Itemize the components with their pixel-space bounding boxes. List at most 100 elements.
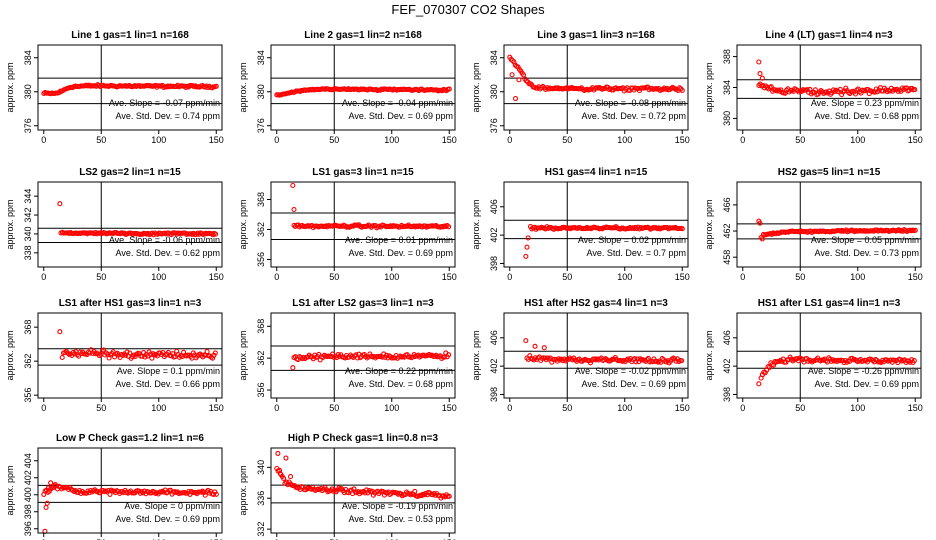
chart-panel-11: HS1 after HS2 gas=4 lin=1 n=3 approx. ppm…	[471, 298, 690, 413]
plot-frame	[270, 181, 456, 268]
data-point	[524, 244, 530, 250]
data-point	[446, 86, 452, 92]
data-point	[65, 350, 71, 356]
y-tick-label: 362	[256, 222, 266, 237]
y-axis-label: approx. ppm	[5, 62, 15, 112]
slope-annotation: Ave. Slope = 0.05 ppm/min	[811, 235, 919, 245]
data-point	[287, 474, 294, 480]
y-tick-label: 402	[489, 228, 499, 243]
y-tick-label: 398	[489, 387, 499, 402]
data-point	[412, 488, 418, 494]
x-tick-label: 100	[151, 403, 166, 413]
data-point	[756, 381, 762, 387]
data-point	[523, 338, 529, 344]
data-point	[757, 220, 763, 226]
data-point	[912, 227, 918, 233]
data-point	[213, 491, 219, 497]
y-tick-label: 406	[722, 330, 732, 345]
x-tick-label: 0	[740, 272, 745, 282]
x-tick-label: 0	[740, 135, 745, 145]
data-point	[213, 231, 219, 237]
x-tick-label: 0	[507, 135, 512, 145]
data-points	[41, 82, 219, 97]
data-point	[281, 475, 287, 481]
x-tick-label: 100	[850, 135, 865, 145]
std-dev-annotation: Ave. Std. Dev. = 0.62 ppm	[116, 248, 220, 258]
chart-title: HS1 after HS2 gas=4 lin=1 n=3	[524, 298, 668, 309]
chart-panel-12: HS1 after LS1 gas=4 lin=1 n=3 approx. ppm…	[704, 298, 923, 413]
chart-title: HS2 gas=5 lin=1 n=15	[778, 167, 881, 178]
data-point	[756, 59, 762, 65]
y-tick-label: 380	[23, 84, 33, 99]
x-tick-label: 150	[908, 272, 923, 282]
chart-title: HS1 gas=4 lin=1 n=15	[545, 167, 648, 178]
y-tick-label: 406	[489, 330, 499, 345]
x-tick-label: 50	[795, 403, 805, 413]
x-tick-label: 100	[151, 538, 166, 540]
x-tick-label: 100	[151, 272, 166, 282]
data-point	[204, 349, 210, 355]
data-point	[212, 350, 218, 356]
chart-panel-2: Line 2 gas=1 lin=2 n=168 approx. ppm Ave. …	[238, 30, 457, 145]
data-points	[57, 201, 219, 238]
data-point	[419, 493, 425, 499]
x-tick-label: 100	[384, 403, 399, 413]
data-points	[523, 224, 685, 259]
std-dev-annotation: Ave. Std. Dev. = 0.68 ppm	[815, 111, 919, 121]
data-point	[277, 470, 283, 477]
y-tick-label: 376	[489, 118, 499, 133]
slope-annotation: Ave. Slope = 0.23 ppm/min	[811, 98, 919, 108]
data-point	[44, 500, 50, 506]
data-point	[275, 450, 281, 456]
x-tick-label: 0	[507, 403, 512, 413]
chart-title: LS1 gas=3 lin=1 n=15	[312, 167, 414, 178]
plot-frame	[503, 181, 689, 268]
std-dev-annotation: Ave. Std. Dev. = 0.73 ppm	[815, 248, 919, 258]
y-tick-label: 340	[256, 460, 266, 475]
data-point	[532, 343, 538, 349]
chart-panel-6: LS1 gas=3 lin=1 n=15 approx. ppm Ave. Slop…	[238, 167, 457, 282]
plot-frame	[503, 312, 689, 399]
y-tick-label: 380	[722, 111, 732, 126]
std-dev-annotation: Ave. Std. Dev. = 0.72 ppm	[582, 111, 686, 121]
x-tick-label: 50	[329, 272, 339, 282]
slope-annotation: Ave. Slope = -0.08 ppm/min	[575, 98, 686, 108]
chart-title: LS1 after HS1 gas=3 lin=1 n=3	[59, 298, 202, 309]
x-tick-label: 100	[850, 403, 865, 413]
std-dev-annotation: Ave. Std. Dev. = 0.69 ppm	[116, 514, 220, 524]
data-point	[812, 87, 818, 93]
x-tick-label: 150	[675, 272, 690, 282]
x-tick-label: 50	[96, 538, 106, 540]
data-point	[768, 84, 774, 90]
chart-panel-5: LS2 gas=2 lin=1 n=15 approx. ppm Ave. Slop…	[5, 167, 224, 282]
x-tick-label: 150	[209, 403, 224, 413]
y-axis-label: approx. ppm	[704, 330, 714, 380]
y-axis-label: approx. ppm	[704, 199, 714, 249]
y-tick-label: 332	[256, 522, 266, 537]
y-tick-label: 462	[722, 224, 732, 239]
data-point	[441, 354, 447, 360]
y-tick-label: 340	[23, 226, 33, 241]
plot-frame	[37, 181, 223, 268]
data-point	[516, 77, 522, 83]
y-axis-label: approx. ppm	[471, 330, 481, 380]
y-tick-label: 384	[489, 50, 499, 65]
x-tick-label: 100	[384, 135, 399, 145]
data-point	[57, 201, 63, 207]
x-tick-label: 0	[274, 135, 279, 145]
data-point	[759, 372, 765, 378]
x-tick-label: 50	[562, 135, 572, 145]
x-tick-label: 50	[562, 403, 572, 413]
y-tick-label: 398	[722, 387, 732, 402]
y-tick-label: 368	[256, 192, 266, 207]
std-dev-annotation: Ave. Std. Dev. = 0.69 ppm	[349, 248, 453, 258]
x-tick-label: 150	[442, 272, 457, 282]
chart-panel-14: High P Check gas=1 lin=0.8 n=3 approx. pp…	[238, 433, 457, 540]
y-tick-label: 356	[23, 388, 33, 403]
x-tick-label: 100	[850, 272, 865, 282]
plot-frame	[503, 44, 689, 131]
x-tick-label: 50	[795, 272, 805, 282]
y-tick-label: 398	[23, 504, 33, 519]
data-points	[523, 338, 685, 366]
